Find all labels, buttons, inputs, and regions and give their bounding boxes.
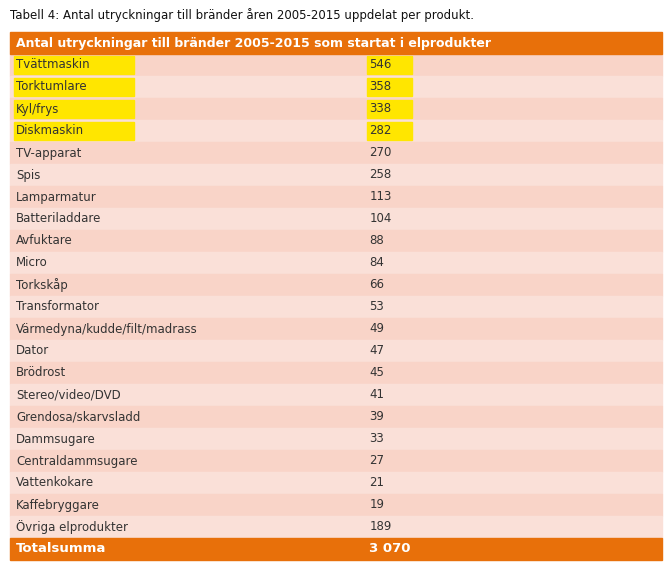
Text: Tabell 4: Antal utryckningar till bränder åren 2005-2015 uppdelat per produkt.: Tabell 4: Antal utryckningar till brände… [10,8,474,22]
Bar [10,186,662,208]
Text: 358: 358 [370,81,392,94]
Text: 113: 113 [370,191,392,203]
Bar [10,32,662,54]
Bar [10,164,662,186]
Bar [10,362,662,384]
Text: Totalsumma: Totalsumma [16,543,106,555]
Text: 21: 21 [370,476,384,490]
Text: Spis: Spis [16,168,40,181]
Text: Kaffebryggare: Kaffebryggare [16,498,100,511]
Text: Transformator: Transformator [16,300,99,314]
Bar [10,538,662,560]
Text: TV-apparat: TV-apparat [16,146,81,160]
Text: Dammsugare: Dammsugare [16,432,95,446]
Text: Centraldammsugare: Centraldammsugare [16,454,138,468]
Text: 3 070: 3 070 [370,543,411,555]
Text: Tvättmaskin: Tvättmaskin [16,59,89,71]
Text: Övriga elprodukter: Övriga elprodukter [16,520,128,534]
Text: Diskmaskin: Diskmaskin [16,124,84,138]
Bar [10,472,662,494]
Bar [10,406,662,428]
Bar [10,384,662,406]
Text: Batteriladdare: Batteriladdare [16,213,101,225]
Bar [10,120,662,142]
Bar [14,56,134,74]
Text: 33: 33 [370,432,384,446]
Bar [368,56,413,74]
Bar [14,78,134,96]
Text: 39: 39 [370,411,384,424]
Text: Dator: Dator [16,345,49,357]
Text: 45: 45 [370,367,384,379]
Text: Micro: Micro [16,256,48,270]
Text: 189: 189 [370,521,392,533]
Text: 104: 104 [370,213,392,225]
Text: 41: 41 [370,389,384,401]
Text: Avfuktare: Avfuktare [16,235,73,248]
Text: Stereo/video/DVD: Stereo/video/DVD [16,389,121,401]
Text: Kyl/frys: Kyl/frys [16,102,59,116]
Bar [10,340,662,362]
Text: 19: 19 [370,498,384,511]
Text: 47: 47 [370,345,384,357]
Text: 49: 49 [370,322,384,335]
Text: 27: 27 [370,454,384,468]
Text: Torktumlare: Torktumlare [16,81,87,94]
Bar [10,54,662,76]
Bar [14,122,134,140]
Text: Torkskåp: Torkskåp [16,278,68,292]
Text: 53: 53 [370,300,384,314]
Text: Antal utryckningar till bränder 2005-2015 som startat i elprodukter: Antal utryckningar till bränder 2005-201… [16,37,491,49]
Text: Lamparmatur: Lamparmatur [16,191,97,203]
Bar [10,318,662,340]
Text: 338: 338 [370,102,392,116]
Bar [10,274,662,296]
Bar [14,100,134,118]
Text: Värmedyna/kudde/filt/madrass: Värmedyna/kudde/filt/madrass [16,322,198,335]
Bar [10,98,662,120]
Text: 282: 282 [370,124,392,138]
Bar [10,450,662,472]
Bar [368,122,413,140]
Text: 84: 84 [370,256,384,270]
Bar [10,252,662,274]
Bar [10,230,662,252]
Bar [10,296,662,318]
Bar [368,78,413,96]
Bar [368,100,413,118]
Text: 88: 88 [370,235,384,248]
Bar [10,494,662,516]
Bar [10,76,662,98]
Bar [10,516,662,538]
Bar [10,142,662,164]
Text: Brödrost: Brödrost [16,367,67,379]
Text: 546: 546 [370,59,392,71]
Text: 258: 258 [370,168,392,181]
Bar [10,428,662,450]
Bar [10,208,662,230]
Text: 270: 270 [370,146,392,160]
Text: 66: 66 [370,278,384,292]
Text: Vattenkokare: Vattenkokare [16,476,94,490]
Text: Grendosa/skarvsladd: Grendosa/skarvsladd [16,411,140,424]
